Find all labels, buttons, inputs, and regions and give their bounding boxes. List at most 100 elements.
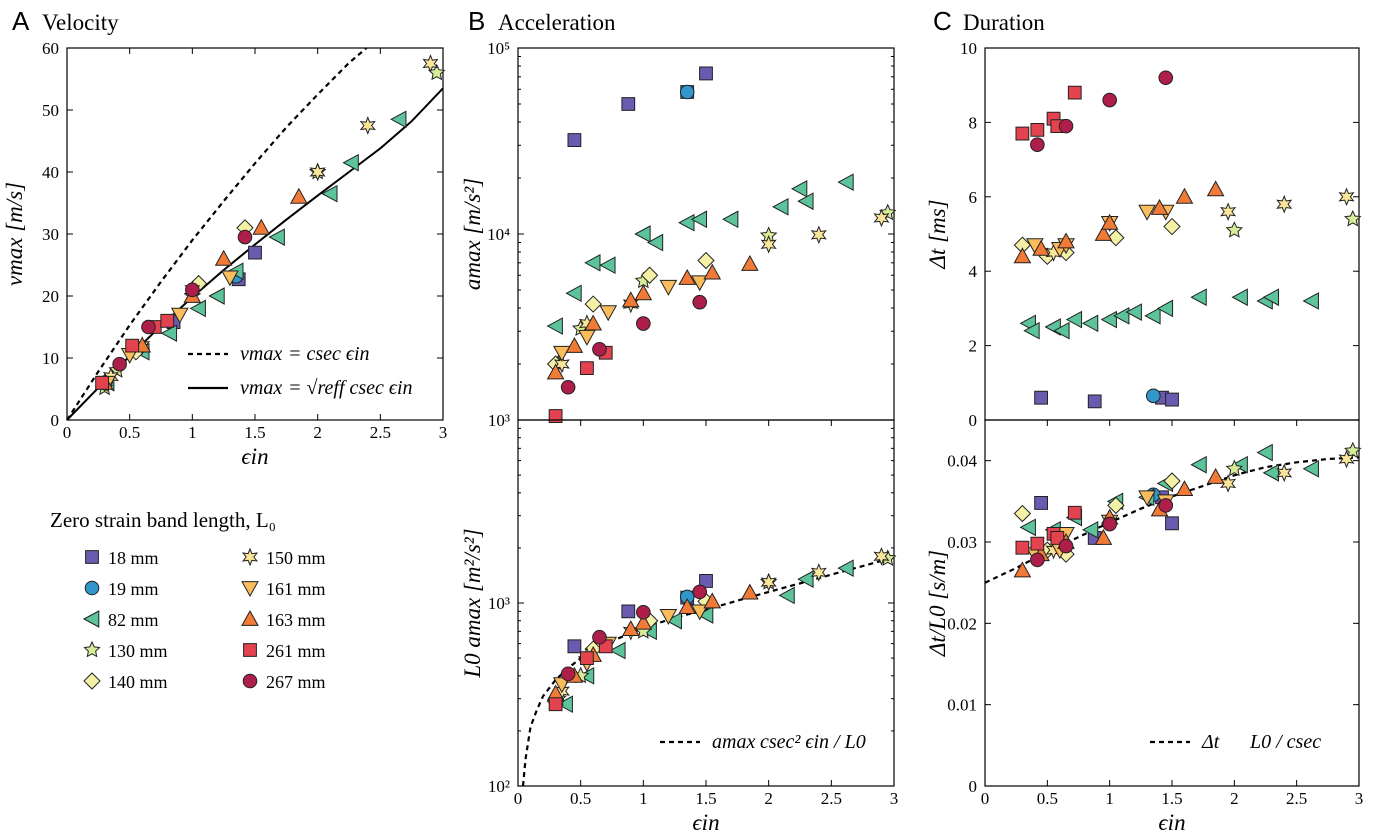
x-tick-label: 0 (63, 423, 72, 442)
data-point-l163 (1206, 180, 1225, 197)
data-point-l82 (696, 606, 714, 624)
data-point-l161 (690, 604, 709, 621)
data-point-l82 (556, 695, 573, 714)
x-tick-label: 0.5 (1037, 789, 1058, 808)
data-point-l261 (580, 651, 594, 665)
data-point-l130 (1225, 221, 1244, 238)
data-point-l261 (548, 697, 563, 712)
data-point-l150 (810, 563, 827, 582)
data-point-l267 (1058, 538, 1074, 554)
data-point-l163 (703, 592, 722, 609)
data-point-l82 (690, 210, 708, 229)
data-point-l163 (584, 314, 603, 331)
data-point-l163 (1175, 187, 1194, 204)
data-point-l163 (678, 268, 697, 285)
data-point-l82 (189, 299, 206, 318)
data-point-l161 (578, 329, 596, 346)
data-point-l267 (592, 629, 607, 645)
data-point-l82 (634, 225, 651, 243)
data-point-l261 (160, 313, 175, 328)
data-point-l267 (141, 319, 156, 335)
data-point-l267 (237, 229, 253, 245)
data-point-l82 (390, 110, 407, 129)
data-point-l161 (221, 270, 239, 287)
legend-label: 19 mm (108, 579, 159, 599)
data-point-l82 (609, 641, 626, 660)
data-point-l18 (248, 245, 262, 260)
data-point-l82 (1113, 307, 1130, 325)
data-point-l261 (1030, 122, 1045, 137)
x-tick-label: 2 (1230, 789, 1239, 808)
panel-letter: C (933, 6, 952, 36)
data-point-l140 (697, 251, 715, 270)
data-point-l267 (692, 584, 708, 600)
y-tick-label: 0.03 (947, 533, 977, 552)
data-point-l150 (359, 116, 376, 135)
y-tick-label: 10² (488, 777, 510, 796)
data-point-l82 (1190, 455, 1207, 474)
dashed-curve (984, 456, 1360, 584)
y-tick-label: 10 (960, 39, 977, 58)
y-tick-label: 60 (42, 39, 59, 58)
data-point-l82 (584, 253, 601, 272)
data-point-l82 (1262, 288, 1280, 307)
x-tick-label: 2.5 (821, 789, 842, 808)
data-point-l82 (1125, 303, 1142, 321)
y-tick-label: 2 (969, 337, 978, 356)
y-tick-label: 10³ (488, 411, 510, 430)
data-point-l82 (268, 228, 285, 246)
data-point-l163 (621, 291, 640, 308)
legend-label: 161 mm (266, 579, 326, 599)
data-point-l82 (837, 173, 854, 191)
data-point-l82 (1081, 520, 1099, 539)
data-point-l163 (1013, 247, 1032, 264)
data-point-l163 (252, 218, 271, 235)
data-point-l82 (546, 317, 563, 335)
data-point-l163 (565, 336, 584, 353)
plot-frame (517, 47, 895, 421)
legend-marker (241, 609, 259, 626)
data-point-l18 (1165, 392, 1179, 407)
data-point-l82 (1262, 464, 1280, 482)
data-point-l161 (1138, 490, 1156, 507)
equation-dashed: vmax = csec ϵin (188, 343, 370, 365)
panel-b2: 0 0.5 1 1.5 2 2.5 3 10² 10³ ϵin L0 amax [m²/s²] (460, 419, 898, 835)
data-point-l163 (1094, 528, 1113, 545)
data-point-l163 (621, 620, 640, 637)
data-point-l150 (1276, 463, 1293, 483)
data-point-l82 (1302, 292, 1319, 310)
data-point-l161 (659, 609, 678, 625)
y-tick-label: 6 (969, 188, 978, 207)
legend-entry-l267: 267 mm (242, 672, 326, 692)
data-point-l150 (1338, 187, 1355, 207)
legend-marker (242, 673, 258, 689)
data-point-l82 (797, 192, 814, 211)
data-point-l261 (1015, 126, 1030, 141)
data-point-l163 (634, 284, 653, 301)
x-tick-label: 1 (639, 789, 648, 808)
data-point-l267 (560, 379, 576, 395)
data-point-l161 (553, 677, 571, 694)
equation-lhs: vmax (240, 343, 282, 365)
data-point-l163 (634, 613, 653, 630)
data-point-l82 (599, 256, 616, 274)
equation-rhs: = csec ϵin (288, 343, 370, 365)
legend-entry-l163: 163 mm (241, 609, 326, 630)
y-tick-label: 50 (42, 101, 59, 120)
data-point-l150 (760, 572, 777, 592)
data-point-l82 (646, 233, 664, 252)
data-point-l267 (560, 666, 576, 682)
data-point-l261 (548, 409, 563, 423)
legend-title: Zero strain band length, L₀ (50, 508, 276, 532)
data-point-l261 (1067, 85, 1082, 100)
legend-entry-l82: 82 mm (82, 610, 159, 630)
x-tick-label: 0.5 (570, 789, 591, 808)
data-point-l82 (722, 210, 739, 229)
data-point-l82 (1256, 443, 1273, 462)
y-tick-label: 20 (42, 287, 59, 306)
data-point-l18 (1034, 390, 1048, 405)
data-point-l18 (1087, 394, 1102, 409)
data-point-l267 (692, 294, 708, 310)
data-point-l163 (1100, 213, 1119, 230)
